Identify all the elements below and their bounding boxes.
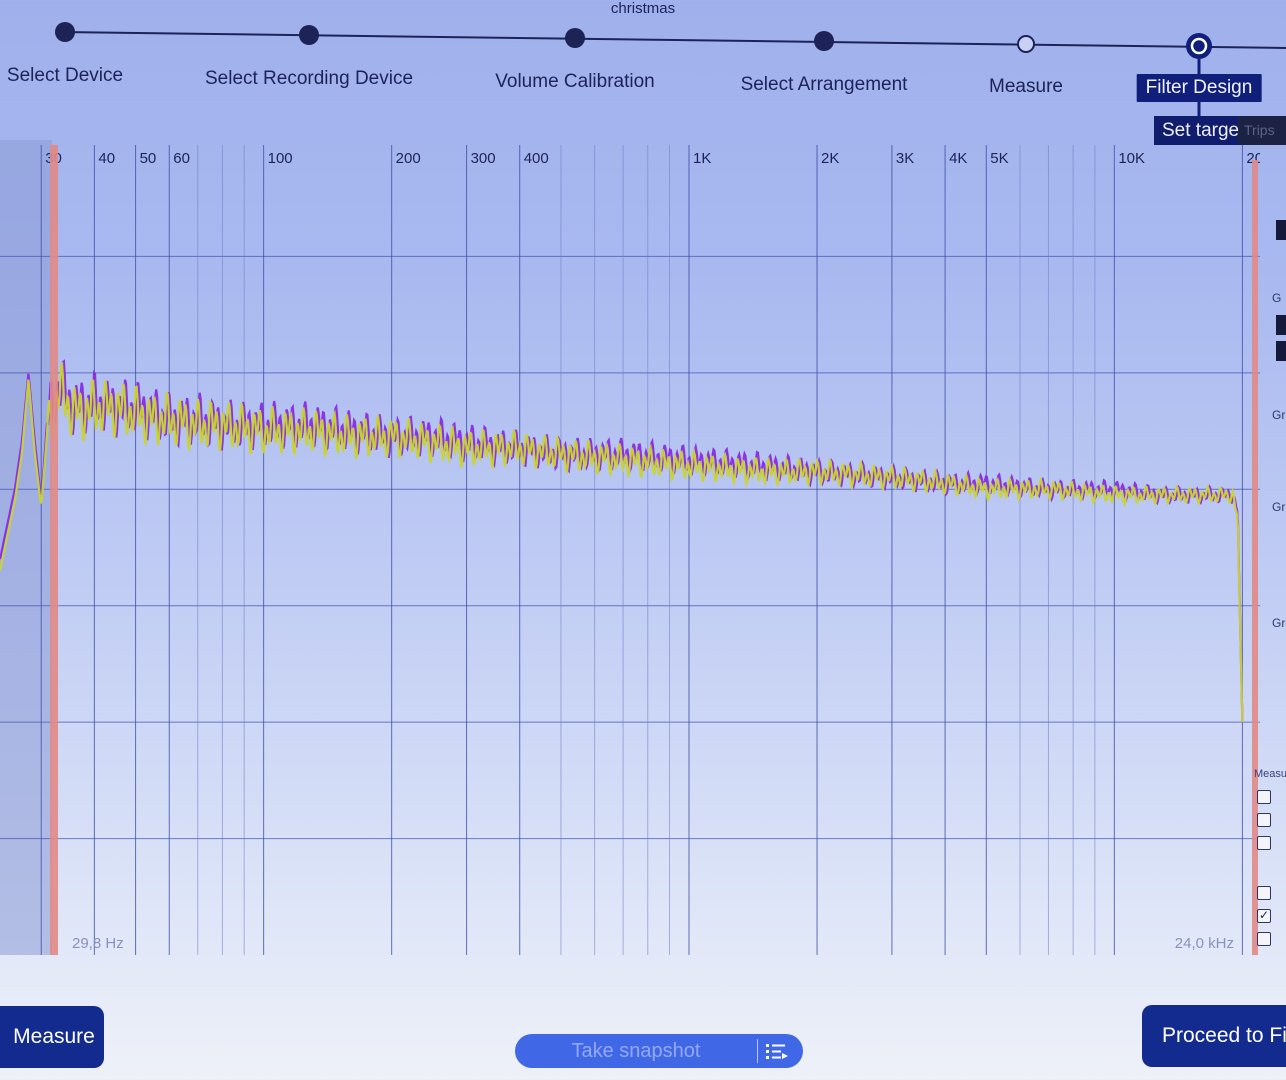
measurement-checkbox[interactable] bbox=[1257, 813, 1271, 827]
panel-control[interactable] bbox=[1276, 341, 1286, 361]
target-more-tab[interactable]: Trips bbox=[1238, 116, 1286, 145]
x-tick-label: 4K bbox=[949, 150, 967, 167]
x-tick-labels: 304050601002003004001K2K3K4K5K10K20K bbox=[45, 150, 1260, 167]
measurements-label: Measu bbox=[1254, 768, 1286, 780]
wizard-step-bar: christmas Select Device Select Recording… bbox=[0, 0, 1286, 145]
snapshot-list-icon[interactable] bbox=[765, 1042, 789, 1060]
panel-label-1: G bbox=[1272, 291, 1282, 305]
x-tick-label: 2K bbox=[821, 150, 839, 167]
range-low-label: 29,8 Hz bbox=[72, 935, 124, 952]
frequency-response-chart[interactable]: 304050601002003004001K2K3K4K5K10K20K 29,… bbox=[0, 140, 1260, 955]
right-control-panel: G Gr Gr Gro ✓ bbox=[1252, 145, 1286, 955]
step-filter-design[interactable]: Filter Design bbox=[1136, 74, 1262, 102]
step-dot-select-recording-device[interactable] bbox=[299, 25, 319, 45]
step-dot-select-arrangement[interactable] bbox=[814, 31, 834, 51]
step-measure[interactable]: Measure bbox=[989, 76, 1063, 97]
range-marker-low[interactable] bbox=[50, 145, 58, 955]
step-select-device[interactable]: Select Device bbox=[6, 65, 124, 86]
out-of-range-shade-low bbox=[0, 140, 52, 955]
panel-control[interactable] bbox=[1276, 220, 1286, 240]
snapshot-control: Take snapshot bbox=[515, 1034, 803, 1068]
x-tick-label: 40 bbox=[98, 150, 115, 167]
range-marker-high[interactable] bbox=[1252, 160, 1258, 955]
panel-label-3: Gr bbox=[1272, 500, 1286, 514]
x-tick-label: 100 bbox=[268, 150, 293, 167]
x-tick-label: 400 bbox=[524, 150, 549, 167]
step-dot-volume-calibration[interactable] bbox=[565, 28, 585, 48]
step-select-arrangement[interactable]: Select Arrangement bbox=[740, 74, 908, 95]
panel-control[interactable] bbox=[1276, 315, 1286, 335]
x-tick-label: 300 bbox=[471, 150, 496, 167]
option-checkbox[interactable] bbox=[1257, 886, 1271, 900]
x-tick-label: 200 bbox=[396, 150, 421, 167]
x-tick-label: 10K bbox=[1118, 150, 1145, 167]
step-volume-calibration[interactable]: Volume Calibration bbox=[495, 71, 655, 92]
panel-label-4: Gro bbox=[1272, 616, 1286, 630]
step-dot-measure[interactable] bbox=[1017, 35, 1035, 53]
range-high-label: 24,0 kHz bbox=[1175, 935, 1234, 952]
response-series-2 bbox=[0, 361, 1244, 723]
series-group bbox=[0, 359, 1244, 723]
x-tick-label: 50 bbox=[140, 150, 157, 167]
option-checkbox[interactable] bbox=[1257, 932, 1271, 946]
step-progress-line bbox=[55, 22, 1286, 116]
option-checkbox-checked[interactable]: ✓ bbox=[1257, 908, 1271, 923]
measure-button[interactable]: Measure bbox=[0, 1006, 104, 1068]
measurement-checkbox[interactable] bbox=[1257, 790, 1271, 804]
x-tick-label: 5K bbox=[990, 150, 1008, 167]
grid-vertical bbox=[40, 145, 1243, 955]
x-tick-label: 1K bbox=[693, 150, 711, 167]
project-name: christmas bbox=[610, 0, 676, 17]
x-tick-label: 3K bbox=[896, 150, 914, 167]
panel-label-2: Gr bbox=[1272, 408, 1286, 422]
step-dot-filter-design[interactable] bbox=[1186, 33, 1212, 59]
grid-horizontal bbox=[0, 255, 1260, 840]
step-select-recording-device[interactable]: Select Recording Device bbox=[204, 68, 414, 89]
step-dot-select-device[interactable] bbox=[55, 22, 75, 42]
snapshot-divider bbox=[757, 1039, 758, 1063]
proceed-button[interactable]: Proceed to Fil bbox=[1142, 1005, 1286, 1067]
step-dot-filter-design-ring bbox=[1190, 37, 1208, 55]
measurement-checkbox[interactable] bbox=[1257, 836, 1271, 850]
take-snapshot-button[interactable]: Take snapshot bbox=[571, 1040, 701, 1062]
set-target-tab[interactable]: Set target bbox=[1154, 116, 1253, 145]
x-tick-label: 60 bbox=[173, 150, 190, 167]
